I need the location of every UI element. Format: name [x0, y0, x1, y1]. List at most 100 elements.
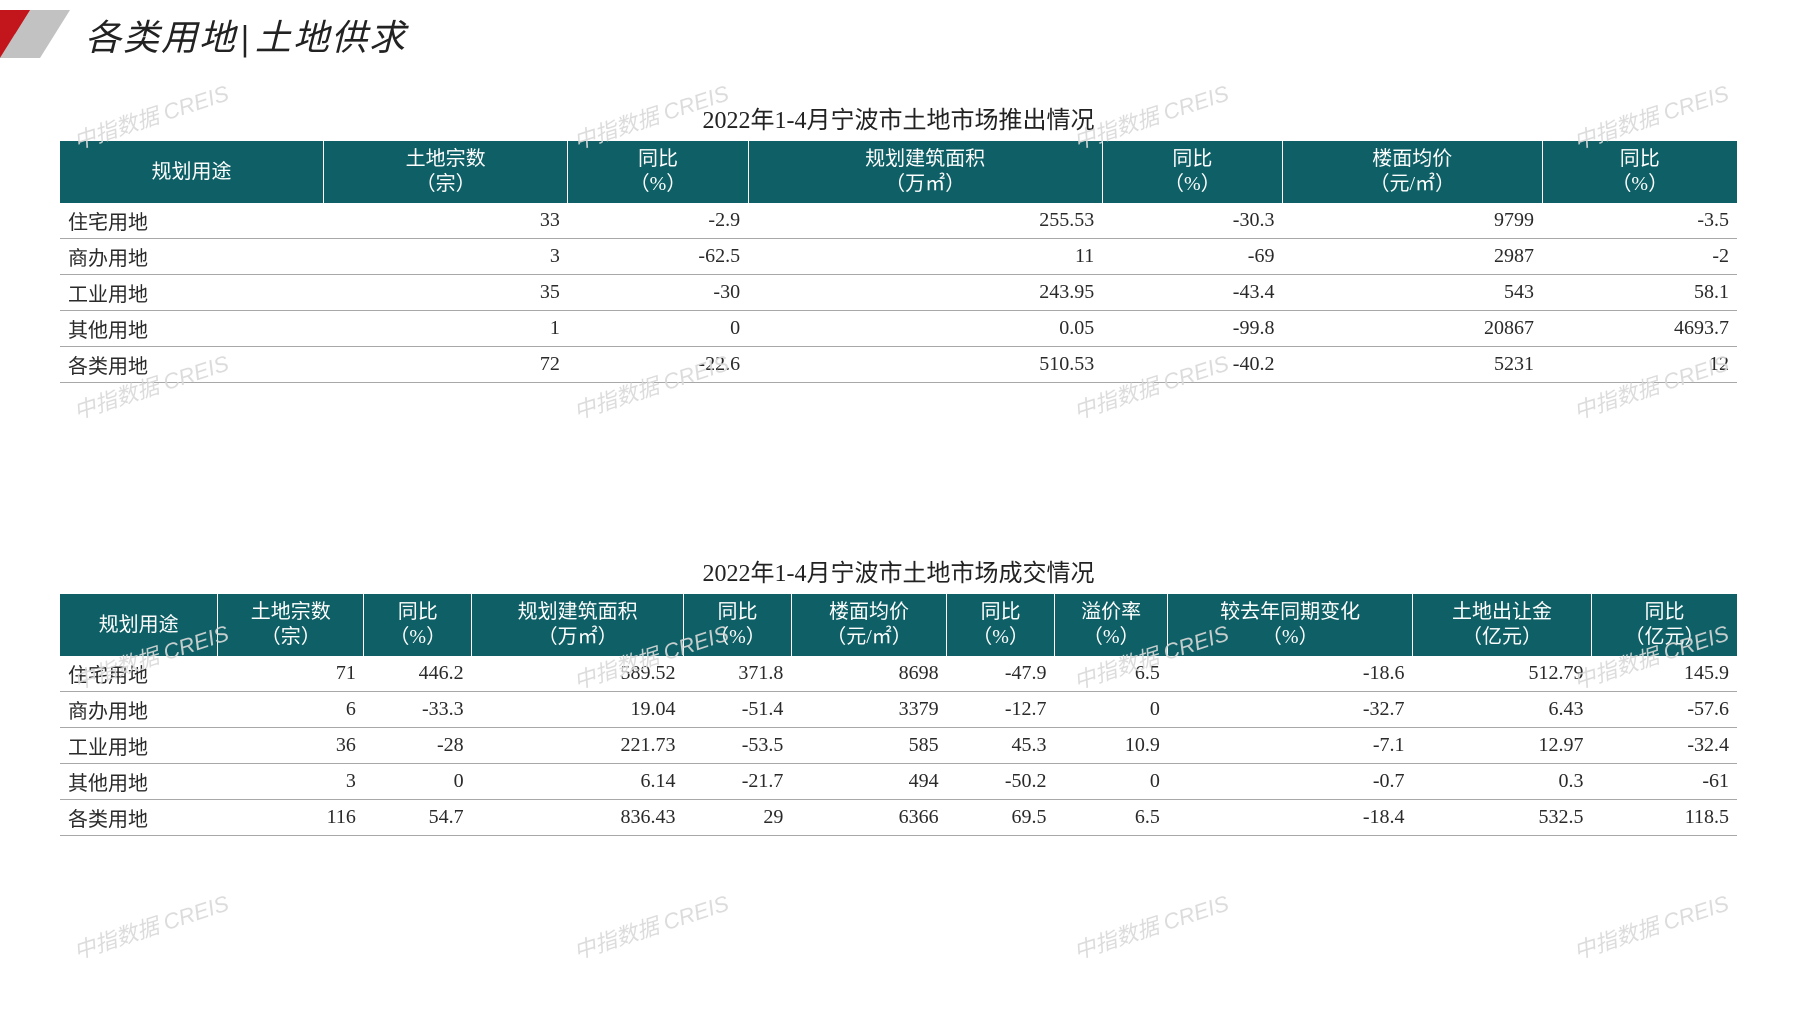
table-header-cell: 土地出让金（亿元） [1413, 594, 1592, 656]
table-cell: -40.2 [1102, 347, 1282, 383]
table-cell: -43.4 [1102, 275, 1282, 311]
table-cell: 371.8 [684, 656, 792, 692]
table-cell: -53.5 [684, 728, 792, 764]
table-cell: -3.5 [1542, 203, 1737, 239]
table-header-cell: 同比（亿元） [1592, 594, 1737, 656]
table-cell: 9799 [1282, 203, 1542, 239]
table-cell: -30 [568, 275, 748, 311]
table-cell: 221.73 [472, 728, 684, 764]
table-header-cell: 同比（%） [684, 594, 792, 656]
table-cell: 19.04 [472, 692, 684, 728]
table-header-cell: 规划建筑面积（万㎡） [472, 594, 684, 656]
table-cell: 255.53 [748, 203, 1102, 239]
table-cell: 0 [568, 311, 748, 347]
table-cell: 116 [218, 800, 364, 836]
table-cell: 0 [1055, 692, 1168, 728]
table-cell: -32.4 [1592, 728, 1737, 764]
table-cell: -61 [1592, 764, 1737, 800]
table-header-cell: 较去年同期变化（%） [1168, 594, 1413, 656]
table-row: 各类用地72-22.6510.53-40.2523112 [60, 347, 1737, 383]
table-cell: 532.5 [1413, 800, 1592, 836]
table-cell: -32.7 [1168, 692, 1413, 728]
table-cell: 商办用地 [60, 692, 218, 728]
table-cell: 243.95 [748, 275, 1102, 311]
table-cell: -62.5 [568, 239, 748, 275]
table-cell: 6.5 [1055, 800, 1168, 836]
page-title: 各类用地|土地供求 [85, 9, 407, 61]
table-cell: -12.7 [947, 692, 1055, 728]
table-cell: 72 [324, 347, 568, 383]
table-cell: 6.14 [472, 764, 684, 800]
table1: 规划用途土地宗数（宗）同比（%）规划建筑面积（万㎡）同比（%）楼面均价（元/㎡）… [60, 141, 1737, 383]
table-header-cell: 同比（%） [568, 141, 748, 203]
table-header-cell: 楼面均价（元/㎡） [1282, 141, 1542, 203]
watermark: 中指数据 CREIS [1069, 886, 1232, 966]
table2-header-row: 规划用途土地宗数（宗）同比（%）规划建筑面积（万㎡）同比（%）楼面均价（元/㎡）… [60, 594, 1737, 656]
table2-block: 2022年1-4月宁波市土地市场成交情况 规划用途土地宗数（宗）同比（%）规划建… [0, 553, 1797, 836]
table-cell: 45.3 [947, 728, 1055, 764]
table-cell: 33 [324, 203, 568, 239]
table-cell: 512.79 [1413, 656, 1592, 692]
table-cell: 29 [684, 800, 792, 836]
page-header: 各类用地|土地供求 [0, 0, 1797, 70]
table-cell: 1 [324, 311, 568, 347]
table-row: 工业用地35-30243.95-43.454358.1 [60, 275, 1737, 311]
table-header-cell: 规划建筑面积（万㎡） [748, 141, 1102, 203]
table1-block: 2022年1-4月宁波市土地市场推出情况 规划用途土地宗数（宗）同比（%）规划建… [0, 100, 1797, 383]
table-row: 各类用地11654.7836.4329636669.56.5-18.4532.5… [60, 800, 1737, 836]
table-row: 住宅用地71446.2589.52371.88698-47.96.5-18.65… [60, 656, 1737, 692]
table-cell: 54.7 [364, 800, 472, 836]
table2: 规划用途土地宗数（宗）同比（%）规划建筑面积（万㎡）同比（%）楼面均价（元/㎡）… [60, 594, 1737, 836]
title-left: 各类用地 [85, 18, 237, 58]
table-cell: 4693.7 [1542, 311, 1737, 347]
table-header-cell: 规划用途 [60, 594, 218, 656]
table-cell: 6366 [791, 800, 946, 836]
watermark: 中指数据 CREIS [1569, 886, 1732, 966]
table-cell: 各类用地 [60, 800, 218, 836]
watermark: 中指数据 CREIS [69, 886, 232, 966]
table-cell: 3379 [791, 692, 946, 728]
table-header-cell: 同比（%） [1542, 141, 1737, 203]
table-cell: 0.3 [1413, 764, 1592, 800]
table-row: 住宅用地33-2.9255.53-30.39799-3.5 [60, 203, 1737, 239]
table1-header-row: 规划用途土地宗数（宗）同比（%）规划建筑面积（万㎡）同比（%）楼面均价（元/㎡）… [60, 141, 1737, 203]
table-cell: 工业用地 [60, 728, 218, 764]
table2-title: 2022年1-4月宁波市土地市场成交情况 [60, 553, 1737, 588]
table1-title: 2022年1-4月宁波市土地市场推出情况 [60, 100, 1737, 135]
table-cell: -2.9 [568, 203, 748, 239]
table-cell: 20867 [1282, 311, 1542, 347]
table-cell: 71 [218, 656, 364, 692]
table-cell: 0 [1055, 764, 1168, 800]
table-cell: -28 [364, 728, 472, 764]
spacer [0, 383, 1797, 523]
table-cell: 0 [364, 764, 472, 800]
table-cell: 0.05 [748, 311, 1102, 347]
table-cell: 住宅用地 [60, 656, 218, 692]
title-right: 土地供求 [255, 18, 407, 58]
table-cell: -50.2 [947, 764, 1055, 800]
title-divider: | [237, 18, 255, 58]
table-cell: 11 [748, 239, 1102, 275]
logo-icon [0, 10, 70, 60]
table-cell: -47.9 [947, 656, 1055, 692]
table-cell: -33.3 [364, 692, 472, 728]
table-row: 商办用地3-62.511-692987-2 [60, 239, 1737, 275]
table-cell: 69.5 [947, 800, 1055, 836]
table-cell: -18.4 [1168, 800, 1413, 836]
table-cell: -2 [1542, 239, 1737, 275]
table-header-cell: 同比（%） [364, 594, 472, 656]
table-cell: 商办用地 [60, 239, 324, 275]
table-cell: 3 [218, 764, 364, 800]
table-cell: 12.97 [1413, 728, 1592, 764]
table-cell: 510.53 [748, 347, 1102, 383]
table-cell: -30.3 [1102, 203, 1282, 239]
table-cell: -7.1 [1168, 728, 1413, 764]
table-cell: 6 [218, 692, 364, 728]
table-cell: 10.9 [1055, 728, 1168, 764]
table-header-cell: 土地宗数（宗） [218, 594, 364, 656]
table-cell: 446.2 [364, 656, 472, 692]
table-cell: 585 [791, 728, 946, 764]
table-cell: -22.6 [568, 347, 748, 383]
table-cell: 其他用地 [60, 311, 324, 347]
table-cell: 589.52 [472, 656, 684, 692]
